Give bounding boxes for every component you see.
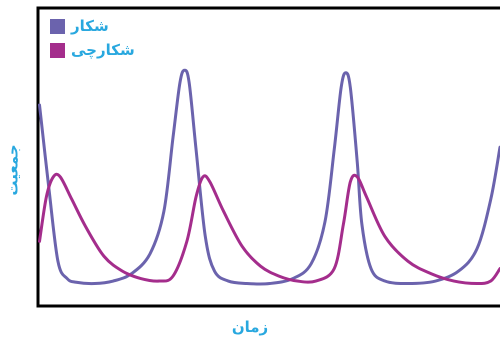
y-axis-label-container: جمعیت [0, 140, 26, 200]
legend: شکار شکارچی [50, 14, 135, 62]
prey-line [38, 68, 500, 286]
legend-swatch-predator [50, 42, 65, 58]
legend-item-predator: شکارچی [50, 38, 135, 62]
legend-label-predator: شکارچی [71, 41, 135, 59]
legend-item-prey: شکار [50, 14, 135, 38]
x-axis-label: زمان [231, 318, 269, 336]
plot-frame [36, 6, 500, 308]
series-lines [38, 68, 500, 286]
legend-label-prey: شکار [71, 17, 109, 35]
y-axis-label: جمعیت [4, 144, 22, 196]
predator-line [38, 172, 500, 286]
legend-swatch-prey [50, 18, 65, 34]
